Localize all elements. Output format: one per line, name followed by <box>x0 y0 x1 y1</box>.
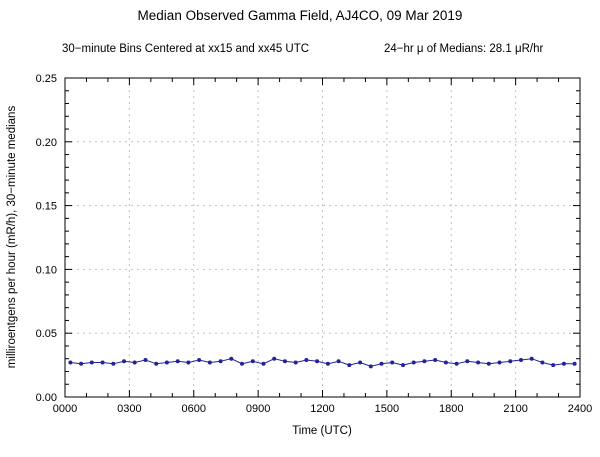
x-tick-label: 0900 <box>246 403 270 415</box>
data-point <box>154 361 159 366</box>
data-point <box>111 361 116 366</box>
data-point <box>358 360 363 365</box>
y-tick-label: 0.00 <box>36 392 57 404</box>
data-point <box>100 360 105 365</box>
data-point <box>143 358 148 362</box>
data-point <box>282 359 287 364</box>
data-point <box>508 359 513 364</box>
y-tick-label: 0.05 <box>36 328 57 340</box>
y-tick-label: 0.20 <box>36 137 57 149</box>
chart-subtitle-mean: 24−hr μ of Medians: 28.1 μR/hr <box>384 43 543 55</box>
data-point <box>293 360 298 365</box>
data-point <box>304 358 309 362</box>
data-point <box>465 359 470 364</box>
data-point <box>551 363 556 368</box>
x-axis-label: Time (UTC) <box>292 425 352 437</box>
data-point <box>336 359 341 364</box>
data-point <box>325 361 330 366</box>
data-point <box>454 361 459 366</box>
y-tick-label: 0.10 <box>36 264 57 276</box>
data-point <box>79 361 84 366</box>
data-point <box>476 360 481 365</box>
data-point <box>390 360 395 365</box>
data-point <box>443 360 448 365</box>
data-point <box>197 358 202 362</box>
y-tick-label: 0.15 <box>36 201 57 213</box>
data-point <box>240 361 244 366</box>
data-point <box>132 360 137 365</box>
data-point <box>68 360 73 365</box>
x-tick-label: 0000 <box>53 403 77 415</box>
x-tick-label: 1200 <box>310 403 334 415</box>
data-point <box>122 359 126 364</box>
x-tick-label: 1800 <box>439 403 463 415</box>
data-point <box>379 361 384 366</box>
data-point <box>272 356 277 361</box>
data-point <box>229 356 234 361</box>
data-point <box>422 359 427 364</box>
data-point <box>486 361 491 366</box>
data-point <box>433 358 438 362</box>
x-tick-label: 2400 <box>568 403 592 415</box>
data-point <box>540 360 545 365</box>
data-point <box>218 359 223 364</box>
data-point <box>315 359 320 364</box>
data-point <box>497 360 502 365</box>
chart-subtitle-bins: 30−minute Bins Centered at xx15 and xx45… <box>62 43 309 55</box>
chart-title: Median Observed Gamma Field, AJ4CO, 09 M… <box>138 8 463 23</box>
data-point <box>347 363 352 368</box>
data-point <box>519 358 523 362</box>
data-point <box>164 360 169 365</box>
data-point <box>207 360 212 365</box>
data-point <box>561 361 566 366</box>
data-point <box>529 356 534 361</box>
data-point <box>261 361 266 366</box>
x-tick-label: 0600 <box>182 403 206 415</box>
data-point <box>250 359 255 364</box>
x-tick-label: 2100 <box>503 403 527 415</box>
y-axis-label: milliroentgens per hour (mR/h), 30−minut… <box>6 106 18 369</box>
data-point <box>175 359 180 364</box>
y-tick-label: 0.25 <box>36 73 57 85</box>
data-point <box>186 360 191 365</box>
x-tick-label: 1500 <box>375 403 399 415</box>
x-tick-label: 0300 <box>117 403 141 415</box>
data-point <box>572 361 577 366</box>
data-point <box>401 363 405 368</box>
data-point <box>368 364 373 369</box>
data-point <box>411 360 416 365</box>
data-point <box>89 360 94 365</box>
